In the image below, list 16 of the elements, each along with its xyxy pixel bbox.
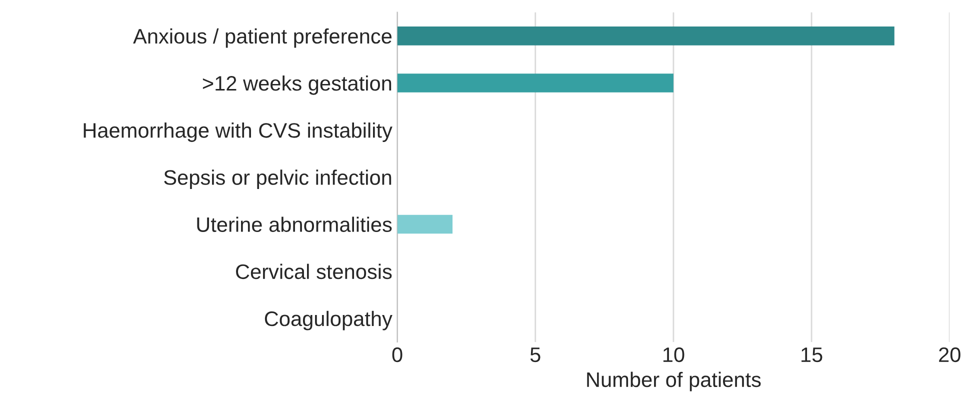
x-tick-label: 20	[939, 347, 960, 362]
x-tick-label: 5	[530, 348, 540, 362]
x-tick-label: 15	[802, 348, 822, 362]
y-tick-label: Anxious / patient preference	[133, 28, 392, 48]
y-tick-label: Sepsis or pelvic infection	[164, 170, 392, 190]
x-tick-label: 0	[392, 347, 402, 362]
y-tick-label: Haemorrhage with CVS instability	[84, 122, 392, 142]
bar	[397, 214, 453, 234]
bar	[397, 26, 894, 46]
x-tick-label: 10	[663, 347, 684, 362]
y-tick-label: Cervical stenosis	[236, 264, 392, 280]
bar	[397, 74, 674, 92]
y-tick-label: Coagulopathy	[264, 310, 392, 330]
y-tick-label: >12 weeks gestation	[202, 75, 392, 95]
y-tick-label: Uterine abnormalities	[197, 216, 392, 232]
x-axis-title: Number of patients	[587, 372, 761, 392]
